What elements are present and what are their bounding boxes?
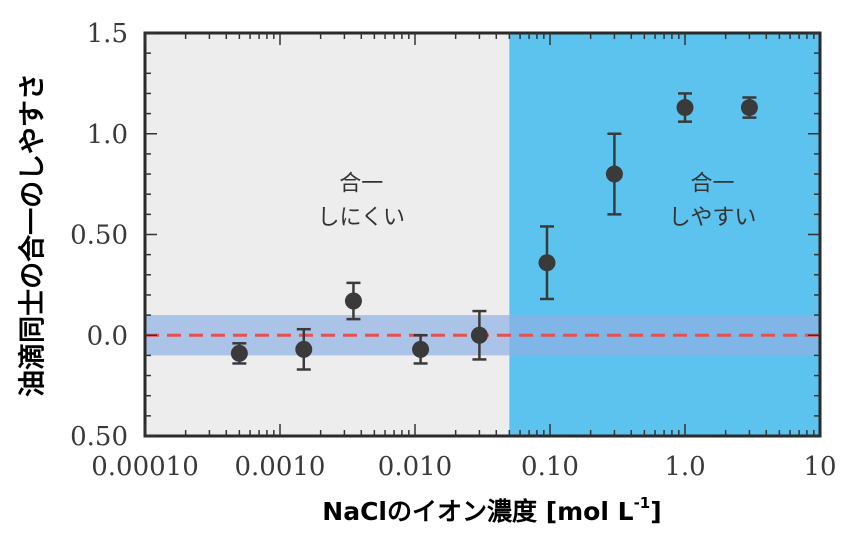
tick-marks [144,32,820,437]
region-label: 合一 [691,171,735,196]
y-tick-label: 0.0 [87,321,128,351]
data-point-group [230,342,248,365]
y-tick-label: 1.0 [87,120,128,150]
data-point-group [470,309,488,361]
data-point [412,340,430,358]
y-tick-labels: 1.5 1.0 0.50 0.0 0.50 [70,19,128,452]
data-point [470,326,488,344]
region-label: しやすい [669,205,757,230]
region-label: 合一 [339,171,383,196]
data-point-group [538,225,556,301]
x-axis-label-close: ] [650,497,661,526]
x-tick-label: 0.10 [521,452,579,482]
data-point-group [344,281,362,321]
data-point [676,99,694,117]
data-point-group [676,92,694,123]
y-tick-label: 1.5 [87,19,128,49]
region-1 [509,33,820,436]
y-tick-label: 0.50 [70,422,128,452]
y-axis-label: 油滴同士の合一のしやすさ [17,73,49,397]
data-point [740,99,758,117]
data-point-group [412,334,430,365]
data-point [538,254,556,272]
data-point [295,340,313,358]
y-tick-label: 0.50 [70,221,128,251]
data-point [344,292,362,310]
data-point [230,344,248,362]
data-point [605,165,623,183]
x-axis-label-main: NaClのイオン濃度 [mol L [322,497,633,526]
data-points [230,92,758,371]
x-tick-label: 10 [803,452,836,482]
region-label: しにくい [317,205,405,230]
x-tick-labels: 0.00010 0.0010 0.010 0.10 1.0 10 [91,452,836,482]
x-tick-label: 0.010 [378,452,452,482]
data-point-group [740,96,758,119]
x-tick-label: 0.0010 [235,452,326,482]
data-point-group [605,132,623,216]
x-axis-label-superscript: -1 [634,494,651,512]
x-tick-label: 0.00010 [91,452,199,482]
data-point-group [295,327,313,371]
x-axis-label: NaClのイオン濃度 [mol L-1] [322,494,661,526]
background-regions [145,33,820,436]
region-0 [145,33,510,436]
x-tick-label: 1.0 [664,452,705,482]
